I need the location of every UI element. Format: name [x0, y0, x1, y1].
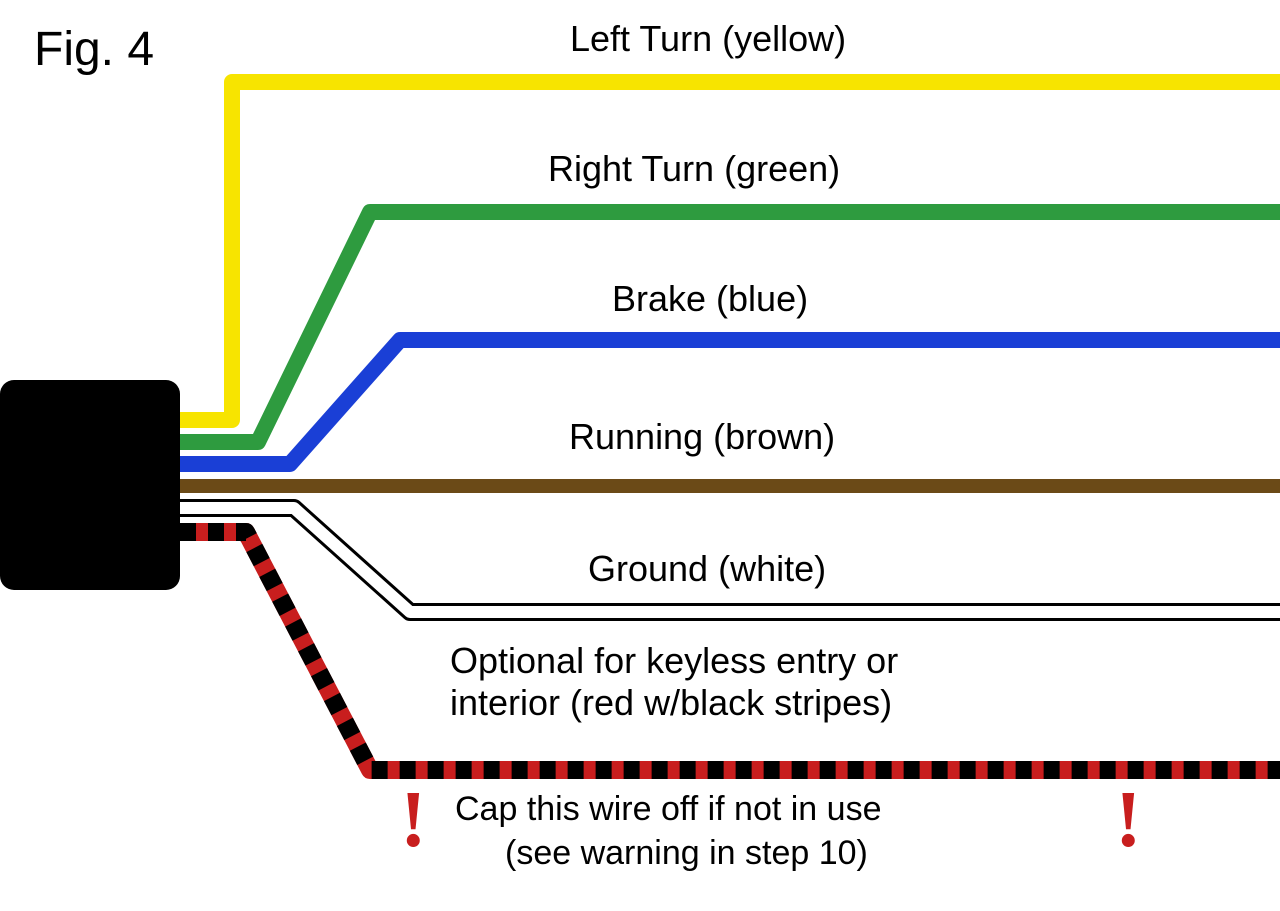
warning-exclaim-left-icon: !: [400, 775, 427, 866]
warning-exclaim-right-icon: !: [1115, 775, 1142, 866]
label-running: Running (brown): [569, 416, 835, 458]
warning-line1: Cap this wire off if not in use: [455, 790, 881, 829]
label-optional: Optional for keyless entry or interior (…: [450, 640, 898, 724]
label-right-turn: Right Turn (green): [548, 148, 840, 190]
label-brake: Brake (blue): [612, 278, 808, 320]
warning-line2: (see warning in step 10): [505, 834, 868, 873]
label-ground: Ground (white): [588, 548, 826, 590]
label-left-turn: Left Turn (yellow): [570, 18, 846, 60]
connector-block: [0, 380, 180, 590]
